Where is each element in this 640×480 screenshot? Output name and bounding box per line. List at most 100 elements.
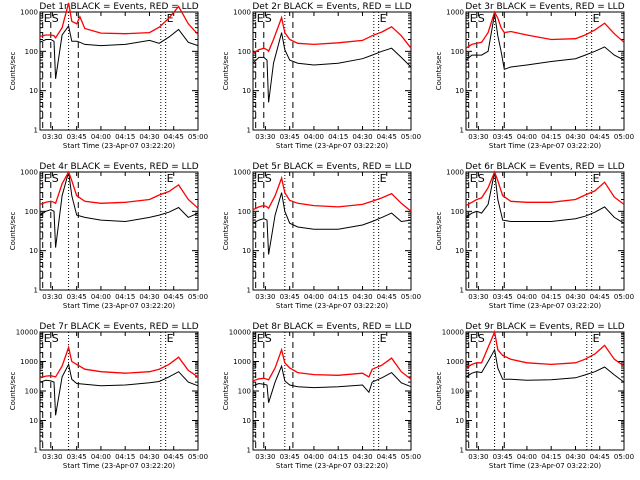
x-tick-label: 04:30 <box>565 293 585 301</box>
y-tick-label: 1000 <box>233 9 251 17</box>
time-marker-label: E <box>167 12 174 25</box>
x-tick-label: 03:45 <box>67 453 87 461</box>
x-tick-label: 04:15 <box>115 133 135 141</box>
panel-det-4: Det 4r BLACK = Events, RED = LLD 1 10 100 10… <box>9 162 208 310</box>
x-tick-label: 04:15 <box>541 453 561 461</box>
x-tick-label: 04:30 <box>352 133 372 141</box>
x-tick-label: 03:45 <box>280 453 300 461</box>
x-axis-label: Start Time (23-Apr-07 03:22:20) <box>276 142 388 150</box>
y-tick-label: 1 <box>34 127 38 135</box>
x-tick-label: 04:45 <box>377 133 397 141</box>
y-tick-label: 10 <box>242 87 251 95</box>
time-marker-label: S <box>52 172 59 185</box>
plot-frame <box>252 171 412 291</box>
x-tick-label: 05:00 <box>188 133 208 141</box>
x-tick-label: 04:30 <box>565 133 585 141</box>
panel-det-5: Det 5r BLACK = Events, RED = LLD 1 10 100 10… <box>222 162 421 310</box>
y-tick-label: 10 <box>29 247 38 255</box>
y-tick-label: 100 <box>25 388 38 396</box>
x-tick-label: 03:30 <box>468 133 488 141</box>
plot-frame <box>39 11 199 131</box>
x-tick-label: 03:45 <box>493 453 513 461</box>
series-line-lld <box>252 347 412 382</box>
x-tick-label: 05:00 <box>188 453 208 461</box>
y-tick-label: 1000 <box>233 358 251 366</box>
x-tick-label: 04:15 <box>115 453 135 461</box>
x-tick-label: 04:00 <box>304 293 324 301</box>
time-marker-label: S <box>265 332 272 345</box>
series-line-events <box>252 32 412 103</box>
time-marker-label: S <box>52 12 59 25</box>
panel-det-9: Det 9r BLACK = Events, RED = LLD 1 10 100 10… <box>435 322 634 470</box>
x-tick-label: 04:15 <box>115 293 135 301</box>
y-tick-label: 1 <box>34 287 38 295</box>
panel-title: Det 6r BLACK = Events, RED = LLD <box>465 162 624 172</box>
y-tick-label: 10000 <box>16 329 38 337</box>
panel-title: Det 8r BLACK = Events, RED = LLD <box>252 322 411 332</box>
y-tick-label: 100 <box>25 48 38 56</box>
plot-frame <box>465 171 625 291</box>
y-axis-label: Counts/sec <box>222 372 230 411</box>
x-tick-label: 05:00 <box>401 133 421 141</box>
time-marker-label: E <box>380 12 387 25</box>
time-marker-label: E <box>380 172 387 185</box>
series-line-lld <box>252 175 412 212</box>
x-axis-label: Start Time (23-Apr-07 03:22:20) <box>63 462 175 470</box>
x-tick-label: 03:30 <box>42 133 62 141</box>
series-line-events <box>39 171 199 248</box>
y-tick-label: 10 <box>455 247 464 255</box>
y-tick-label: 10 <box>242 247 251 255</box>
x-tick-label: 03:45 <box>493 133 513 141</box>
x-tick-label: 03:30 <box>255 293 275 301</box>
y-axis-label: Counts/sec <box>435 372 443 411</box>
x-tick-label: 03:30 <box>42 293 62 301</box>
x-tick-label: 04:00 <box>304 453 324 461</box>
y-tick-label: 1000 <box>446 9 464 17</box>
x-tick-label: 05:00 <box>188 293 208 301</box>
panel-det-2: Det 2r BLACK = Events, RED = LLD 1 10 100 10… <box>222 2 421 150</box>
x-tick-label: 04:00 <box>517 133 537 141</box>
x-axis-label: Start Time (23-Apr-07 03:22:20) <box>276 302 388 310</box>
x-tick-label: 03:30 <box>468 293 488 301</box>
y-tick-label: 100 <box>451 388 464 396</box>
x-tick-label: 04:30 <box>352 453 372 461</box>
x-tick-label: 04:00 <box>91 293 111 301</box>
y-tick-label: 100 <box>451 208 464 216</box>
time-marker-label: E <box>257 332 264 345</box>
time-marker-label: S <box>265 12 272 25</box>
panel-det-8: Det 8r BLACK = Events, RED = LLD 1 10 100 10… <box>222 322 421 470</box>
x-tick-label: 05:00 <box>401 453 421 461</box>
series-line-events <box>465 171 625 224</box>
y-tick-label: 1 <box>247 287 251 295</box>
y-tick-label: 1000 <box>446 169 464 177</box>
y-axis-label: Counts/sec <box>222 52 230 91</box>
x-axis-label: Start Time (23-Apr-07 03:22:20) <box>63 142 175 150</box>
x-axis-label: Start Time (23-Apr-07 03:22:20) <box>276 462 388 470</box>
time-marker-label: E <box>257 172 264 185</box>
time-marker-label: S <box>265 172 272 185</box>
panel-title: Det 3r BLACK = Events, RED = LLD <box>465 2 624 12</box>
x-tick-label: 04:30 <box>139 453 159 461</box>
x-tick-label: 04:45 <box>164 133 184 141</box>
panel-title: Det 2r BLACK = Events, RED = LLD <box>252 2 411 12</box>
y-tick-label: 100 <box>25 208 38 216</box>
series-line-lld <box>465 10 625 49</box>
x-tick-label: 04:00 <box>517 293 537 301</box>
series-line-events <box>39 24 199 79</box>
x-tick-label: 03:45 <box>493 293 513 301</box>
x-tick-label: 04:30 <box>139 133 159 141</box>
panel-det-3: Det 3r BLACK = Events, RED = LLD 1 10 100 10… <box>435 2 634 150</box>
x-tick-label: 03:30 <box>42 453 62 461</box>
y-tick-label: 10000 <box>229 329 251 337</box>
time-marker-label: E <box>167 332 174 345</box>
y-tick-label: 1000 <box>446 358 464 366</box>
x-tick-label: 04:30 <box>565 453 585 461</box>
y-tick-label: 100 <box>238 48 251 56</box>
time-marker-label: E <box>593 332 600 345</box>
x-tick-label: 04:15 <box>328 293 348 301</box>
y-tick-label: 1000 <box>233 169 251 177</box>
time-marker-label: E <box>44 12 51 25</box>
y-tick-label: 1 <box>460 287 464 295</box>
y-tick-label: 1000 <box>20 9 38 17</box>
x-tick-label: 04:00 <box>517 453 537 461</box>
